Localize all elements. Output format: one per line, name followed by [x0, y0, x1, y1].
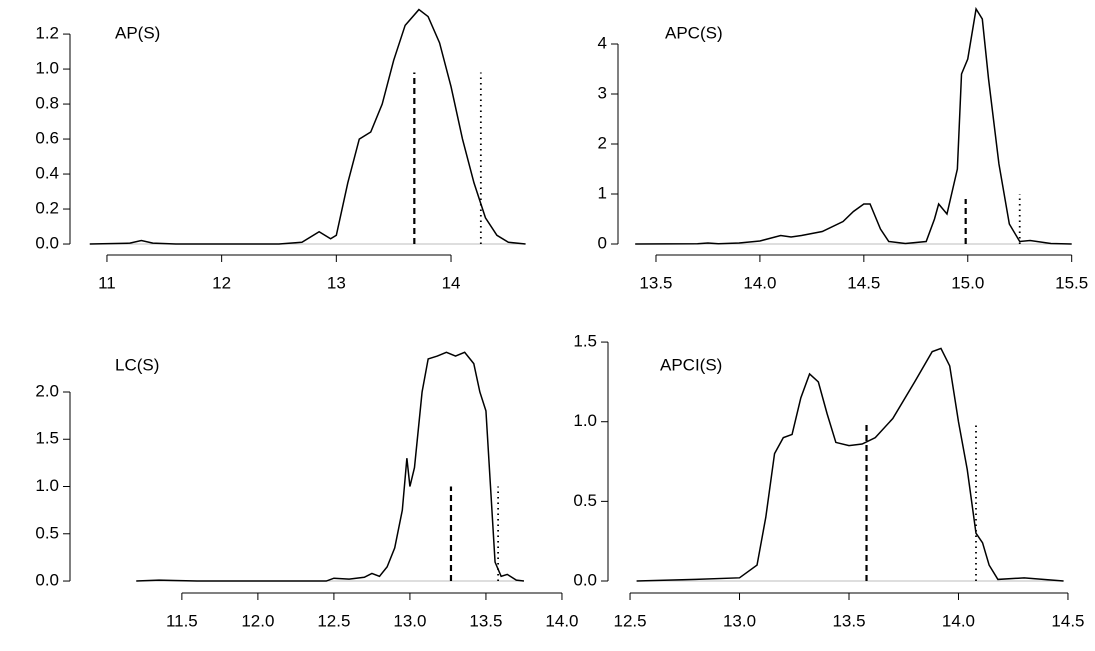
y-tick-label: 0.4 [35, 164, 59, 183]
x-tick-label: 12.0 [241, 611, 274, 630]
x-tick-label: 14.0 [942, 611, 975, 630]
y-tick-label: 1.5 [573, 332, 597, 351]
x-tick-label: 13.0 [393, 611, 426, 630]
x-tick-label: 13.0 [723, 611, 756, 630]
y-tick-label: 3 [598, 83, 607, 102]
y-tick-label: 0.6 [35, 129, 59, 148]
x-tick-label: 15.5 [1055, 273, 1088, 292]
x-tick-label: 15.0 [951, 273, 984, 292]
density-line [89, 8, 526, 245]
x-tick-label: 11.5 [166, 611, 198, 630]
y-tick-label: 4 [598, 33, 607, 52]
x-tick-label: 12 [212, 273, 231, 292]
panel-title: AP(S) [115, 23, 160, 42]
panel-title: APCI(S) [660, 355, 722, 374]
density-line [136, 351, 525, 582]
y-tick-label: 1.2 [35, 24, 59, 43]
x-tick-label: 14.0 [743, 273, 776, 292]
density-line [636, 347, 1064, 582]
y-tick-label: 0.0 [35, 571, 59, 590]
x-tick-label: 13.5 [639, 273, 672, 292]
y-tick-label: 1.0 [35, 59, 59, 78]
density-line [635, 6, 1072, 245]
y-tick-label: 0.5 [573, 491, 597, 510]
x-tick-label: 14 [442, 273, 461, 292]
y-tick-label: 0.5 [35, 523, 59, 542]
x-tick-label: 14.5 [847, 273, 880, 292]
panel-title: LC(S) [115, 355, 159, 374]
y-tick-label: 2 [598, 133, 607, 152]
y-tick-label: 0.0 [573, 570, 597, 589]
y-tick-label: 0.0 [35, 234, 59, 253]
x-tick-label: 13.5 [832, 611, 865, 630]
y-tick-label: 1 [598, 183, 607, 202]
y-tick-label: 1.0 [35, 476, 59, 495]
y-tick-label: 2.0 [35, 381, 59, 400]
x-tick-label: 13.5 [469, 611, 502, 630]
y-tick-label: 0.8 [35, 94, 59, 113]
panel-title: APC(S) [665, 23, 723, 42]
x-tick-label: 11 [98, 273, 116, 292]
x-tick-label: 12.5 [613, 611, 646, 630]
y-tick-label: 1.5 [35, 429, 59, 448]
x-tick-label: 12.5 [317, 611, 350, 630]
x-tick-label: 13 [327, 273, 346, 292]
y-tick-label: 0 [598, 233, 607, 252]
y-tick-label: 1.0 [573, 411, 597, 430]
x-tick-label: 14.5 [1051, 611, 1084, 630]
y-tick-label: 0.2 [35, 199, 59, 218]
x-tick-label: 14.0 [545, 611, 578, 630]
